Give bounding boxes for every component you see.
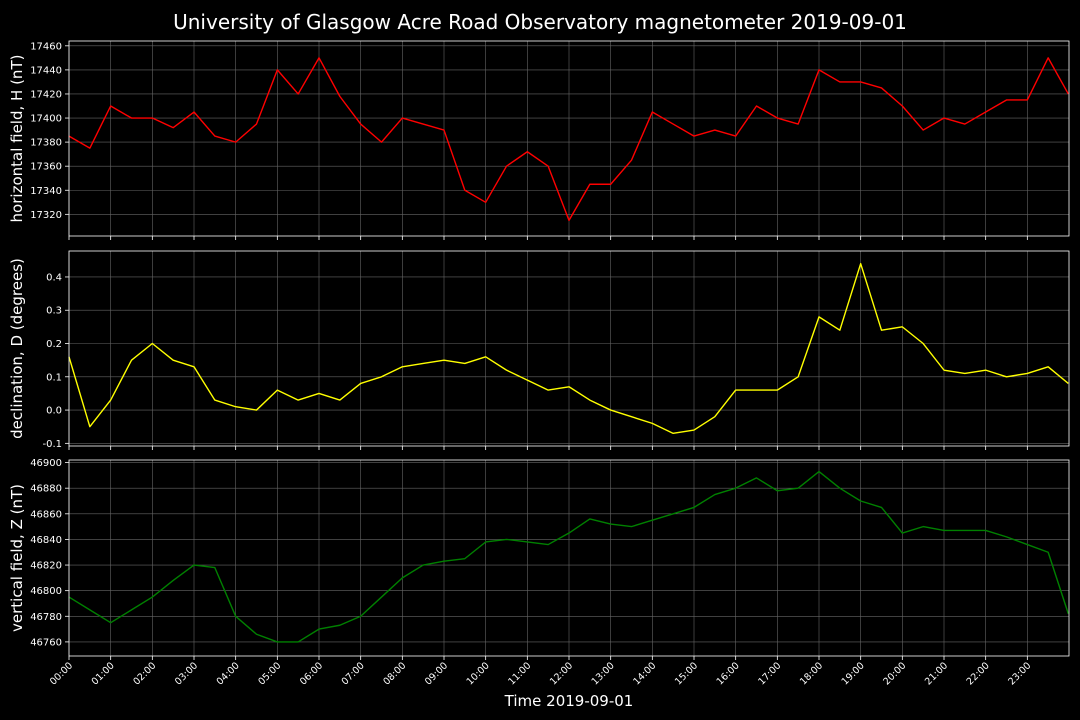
data-line	[68, 470, 1069, 643]
y-tick-label: 46800	[30, 586, 62, 597]
y-tick-label: 46840	[30, 535, 62, 546]
y-tick-label: -0.1	[42, 439, 62, 450]
y-tick-label: 17420	[30, 89, 62, 100]
y-tick-label: 17440	[30, 65, 62, 76]
y-tick-label: 17380	[30, 138, 62, 149]
y-tick-label: 0.3	[46, 306, 62, 317]
y-tick-label: 0.4	[46, 272, 62, 283]
y-tick-label: 46860	[30, 509, 62, 520]
y-tick-label: 46780	[30, 612, 62, 623]
y-tick-label: 17400	[30, 114, 62, 125]
y-tick-label: 0.2	[46, 339, 62, 350]
y-tick-label: 17340	[30, 186, 62, 197]
y-tick-label: 0.0	[46, 406, 62, 417]
y-tick-label: 46900	[30, 458, 62, 469]
y-axis-label: vertical field, Z (nT)	[8, 484, 26, 632]
y-axis-label: declination, D (degrees)	[8, 258, 26, 439]
axes-frame	[68, 250, 1070, 447]
y-tick-label: 0.1	[46, 372, 62, 383]
figure-title: University of Glasgow Acre Road Observat…	[173, 10, 907, 34]
data-line	[68, 262, 1069, 435]
axes-frame	[68, 40, 1070, 237]
y-tick-label: 46760	[30, 637, 62, 648]
y-tick-label: 46820	[30, 561, 62, 572]
y-tick-label: 17360	[30, 162, 62, 173]
data-line	[68, 57, 1069, 222]
axes-frame	[68, 459, 1070, 657]
y-tick-label: 17320	[30, 210, 62, 221]
x-axis-label: Time 2019-09-01	[504, 692, 634, 710]
y-tick-label: 17460	[30, 41, 62, 52]
y-axis-label: horizontal field, H (nT)	[8, 55, 26, 223]
y-tick-label: 46880	[30, 484, 62, 495]
